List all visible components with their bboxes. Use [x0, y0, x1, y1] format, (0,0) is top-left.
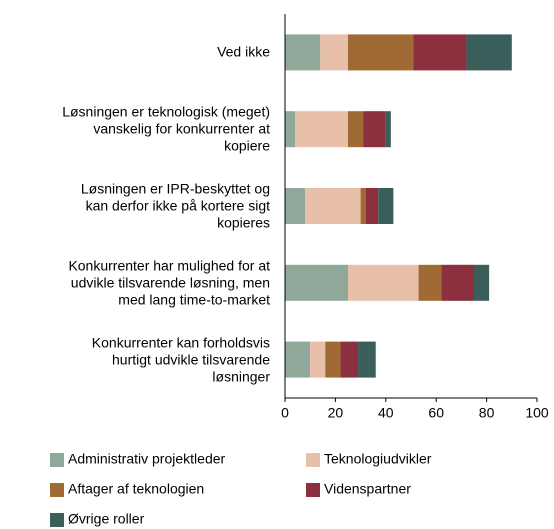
bar-segment	[348, 264, 419, 301]
bar-segment	[295, 111, 348, 148]
legend-label: Teknologiudvikler	[324, 451, 432, 467]
y-tick-label: Konkurrenter har mulighed for at udvikle…	[68, 257, 270, 308]
legend-swatch	[50, 513, 64, 527]
x-tick-label: 100	[525, 405, 549, 421]
x-tick-label: 20	[328, 405, 344, 421]
bar-segment	[285, 188, 306, 224]
legend-swatch	[306, 483, 320, 497]
bar-segment	[340, 341, 359, 378]
bar-segment	[348, 111, 364, 148]
legend-swatch	[50, 483, 64, 497]
legend-label: Øvrige roller	[68, 511, 145, 527]
bar-segment	[285, 341, 311, 378]
bar-segment	[385, 111, 391, 148]
bar-segment	[320, 34, 348, 71]
bar-segment	[285, 264, 348, 301]
legend-label: Aftager af teknologien	[68, 481, 204, 497]
bar-segment	[378, 188, 394, 224]
bar-segment	[474, 264, 490, 301]
legend-swatch	[306, 453, 320, 467]
y-tick-label: Løsningen er IPR-beskyttet og kan derfor…	[80, 180, 270, 231]
bar-segment	[325, 341, 341, 378]
y-tick-label: Konkurrenter kan forholdsvis hurtigt udv…	[91, 334, 270, 385]
legend-label: Administrativ projektleder	[68, 451, 226, 467]
bar-segment	[360, 188, 366, 224]
x-tick-label: 80	[479, 405, 495, 421]
bar-segment	[310, 341, 326, 378]
y-tick-label: Løsningen er teknologisk (meget) vanskel…	[62, 103, 270, 154]
legend-swatch	[50, 453, 64, 467]
bar-segment	[441, 264, 474, 301]
bar-segment	[285, 111, 296, 148]
bar-segment	[413, 34, 467, 71]
bar-segment	[305, 188, 361, 224]
x-tick-label: 0	[281, 405, 289, 421]
bar-segment	[348, 34, 414, 71]
bar-segment	[358, 341, 376, 378]
bar-segment	[365, 188, 379, 224]
x-tick-label: 60	[428, 405, 444, 421]
y-tick-label: Ved ikke	[217, 43, 270, 60]
bar-segment	[418, 264, 442, 301]
bar-segment	[363, 111, 386, 148]
x-tick-label: 40	[378, 405, 394, 421]
bar-segment	[285, 34, 321, 71]
bar-segment	[466, 34, 512, 71]
legend-label: Videnspartner	[324, 481, 411, 497]
